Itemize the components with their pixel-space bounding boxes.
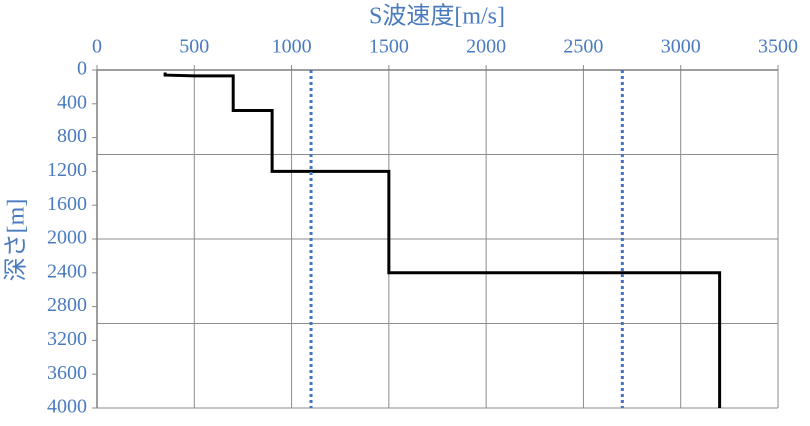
x-tick-label: 0 [92,36,102,58]
x-axis-title: S波速度[m/s] [369,3,505,30]
x-tick-label: 2500 [563,36,603,58]
y-axis-title: 深さ[m] [3,199,30,282]
y-tick-label: 1200 [47,159,87,181]
y-tick-label: 0 [77,58,87,80]
x-tick-label: 500 [179,36,209,58]
y-tick-label: 4000 [47,396,87,418]
y-tick-label: 2800 [47,294,87,316]
series-line [163,72,722,408]
x-tick-label: 1000 [272,36,312,58]
x-tick-label: 2000 [466,36,506,58]
x-tick-label: 1500 [369,36,409,58]
y-tick-label: 3200 [47,328,87,350]
y-tick-label: 2000 [47,227,87,249]
y-tick-label: 400 [57,91,87,113]
y-tick-label: 3600 [47,362,87,384]
x-tick-label: 3500 [758,36,798,58]
x-tick-label: 3000 [661,36,701,58]
y-tick-label: 1600 [47,193,87,215]
y-tick-label: 800 [57,125,87,147]
y-tick-label: 2400 [47,260,87,282]
